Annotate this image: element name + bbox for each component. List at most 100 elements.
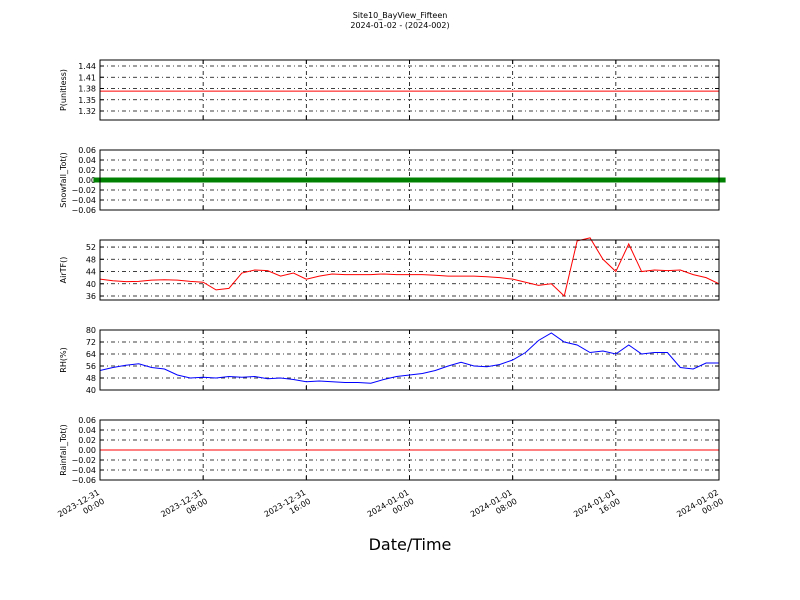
y-tick-label: −0.04 (71, 466, 96, 475)
y-tick-label: −0.02 (71, 456, 96, 465)
data-point (119, 177, 133, 183)
y-tick-label: −0.06 (71, 206, 96, 215)
data-point (518, 177, 533, 183)
y-tick-label: 1.32 (78, 107, 96, 116)
data-point (480, 177, 494, 183)
data-point (132, 177, 146, 183)
x-tick-label: 2023-12-3116:00 (263, 488, 313, 528)
data-point (170, 177, 184, 183)
data-point (351, 177, 365, 183)
y-tick-label: 40 (86, 280, 96, 289)
data-point (209, 177, 223, 183)
data-point (402, 177, 417, 183)
x-axis-label: Date/Time (369, 535, 452, 554)
data-point (377, 177, 391, 183)
data-point (660, 177, 675, 183)
data-point (157, 177, 172, 183)
y-tick-label: 1.41 (78, 73, 96, 82)
data-point (183, 177, 197, 183)
y-tick-label: 0.02 (78, 166, 96, 175)
title: Site10_BayView_Fifteen (353, 11, 448, 20)
plot-frame (99, 59, 720, 121)
data-point (647, 177, 662, 183)
data-point (312, 177, 326, 183)
y-tick-label: 52 (86, 243, 96, 252)
panel: −0.06−0.04−0.020.000.020.040.06 Snowfall_… (59, 146, 726, 215)
data-point (622, 177, 636, 183)
data-point (273, 177, 288, 183)
y-axis-label: AirTF() (59, 257, 68, 284)
data-point (196, 177, 210, 183)
data-line (99, 332, 719, 384)
y-tick-label: 44 (86, 268, 96, 277)
data-point (557, 177, 571, 183)
data-point (454, 177, 468, 183)
data-point (686, 177, 700, 183)
y-tick-label: 0.00 (78, 446, 96, 455)
y-tick-label: 1.44 (78, 62, 96, 71)
y-tick-label: 1.35 (78, 96, 96, 105)
data-point (248, 177, 262, 183)
data-point (467, 177, 481, 183)
x-tick-label: 2023-12-3100:00 (56, 488, 106, 528)
plot-frame (99, 239, 720, 301)
data-point (570, 177, 584, 183)
data-point (544, 177, 558, 183)
y-tick-label: 64 (86, 350, 96, 359)
data-point (506, 177, 520, 183)
y-tick-label: 48 (86, 374, 96, 383)
data-point (441, 177, 455, 183)
data-point (364, 177, 378, 183)
data-line (99, 237, 720, 297)
data-point (635, 177, 649, 183)
data-point (609, 177, 623, 183)
data-point (596, 177, 610, 183)
data-point (390, 177, 404, 183)
data-point (415, 177, 429, 183)
y-tick-label: −0.06 (71, 476, 96, 485)
y-axis-label: Rainfall_Tot() (59, 424, 68, 476)
panel: 36 40 44 48 52 AirTF() (59, 237, 720, 301)
data-point (299, 177, 313, 183)
y-tick-label: 0.04 (78, 426, 96, 435)
y-tick-label: −0.02 (71, 186, 96, 195)
data-point (428, 177, 442, 183)
data-point (531, 177, 546, 183)
plot-frame (99, 419, 720, 481)
panel: −0.06−0.04−0.020.000.020.040.06 Rainfall_… (56, 416, 725, 528)
y-tick-label: 1.38 (78, 85, 96, 94)
y-axis-label: RH(%) (59, 347, 68, 372)
data-point (699, 177, 713, 183)
y-axis-label: Snowfall_Tot() (59, 152, 68, 208)
plot-frame (99, 149, 720, 211)
y-axis-label: P(unitless) (59, 69, 68, 111)
y-tick-label: 40 (86, 386, 96, 395)
data-point (106, 177, 120, 183)
y-tick-label: −0.04 (71, 196, 96, 205)
y-tick-label: 0.06 (78, 146, 96, 155)
plot-frame (99, 329, 720, 391)
subtitle: 2024-01-02 - (2024-002) (350, 21, 449, 30)
y-tick-label: 48 (86, 255, 96, 264)
panel: 40 48 56 64 72 80 RH(%) (59, 326, 720, 395)
y-tick-label: 36 (86, 292, 96, 301)
y-tick-label: 80 (86, 326, 96, 335)
y-tick-label: 56 (86, 362, 96, 371)
y-tick-label: 0.00 (78, 176, 96, 185)
panel: 1.32 1.35 1.38 1.41 1.44 P(unitless) (59, 59, 720, 121)
data-point (235, 177, 249, 183)
y-tick-label: 0.04 (78, 156, 96, 165)
data-point (144, 177, 159, 183)
y-tick-label: 0.02 (78, 436, 96, 445)
y-tick-label: 0.06 (78, 416, 96, 425)
data-point (222, 177, 236, 183)
data-point (673, 177, 687, 183)
x-tick-label: 2024-01-0100:00 (366, 488, 416, 528)
data-point (583, 177, 597, 183)
data-point (286, 177, 301, 183)
x-tick-label: 2024-01-0108:00 (469, 488, 519, 528)
data-point (325, 177, 339, 183)
data-point (338, 177, 352, 183)
x-tick-label: 2023-12-3108:00 (159, 488, 209, 528)
